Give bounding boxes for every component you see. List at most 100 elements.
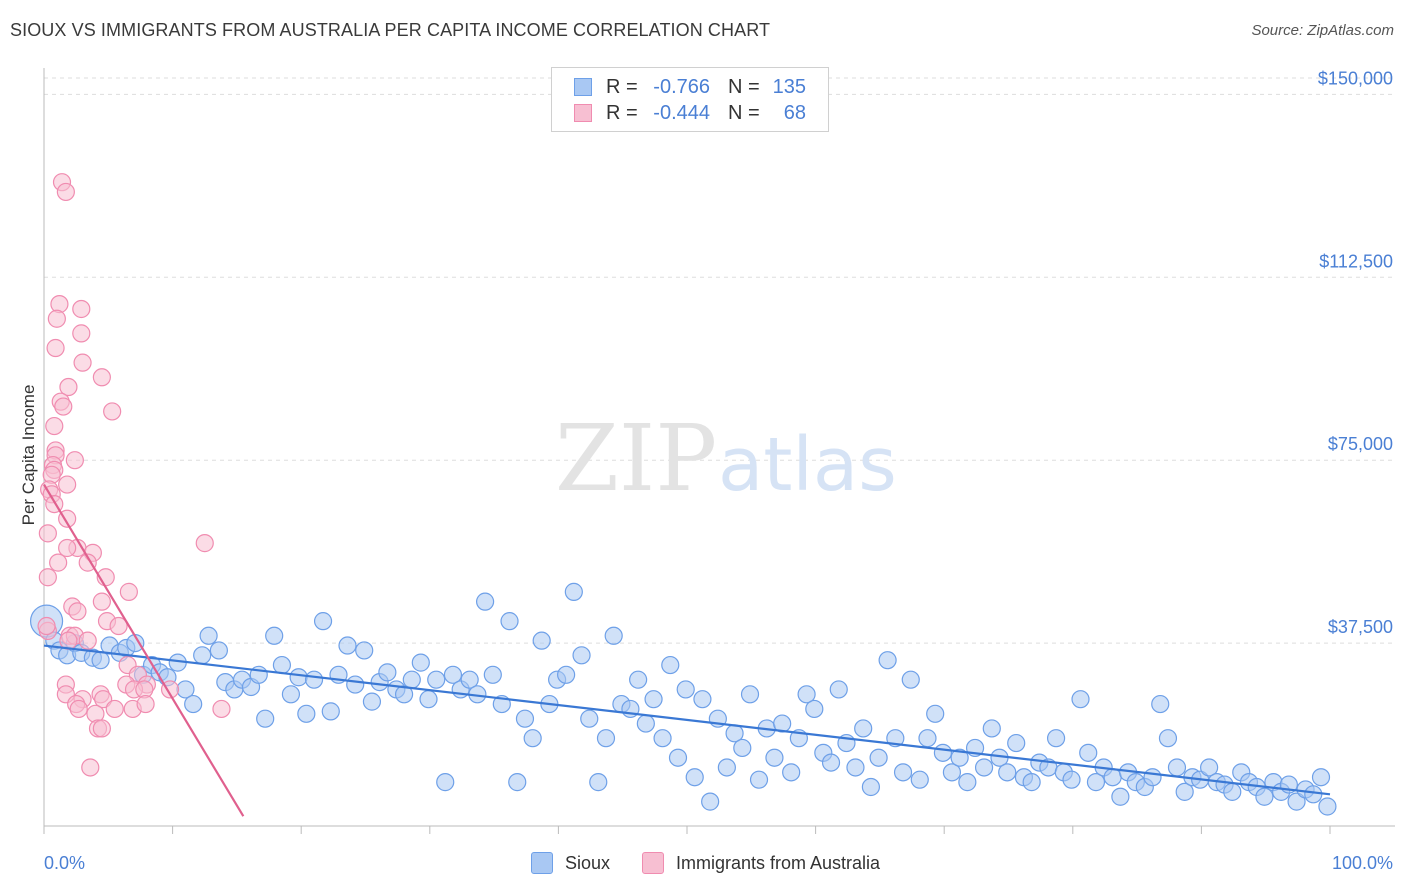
australia-point [72, 324, 91, 343]
sioux-point [1304, 785, 1323, 804]
australia-point [54, 397, 73, 416]
sioux-point [861, 777, 880, 797]
x-tick-label: 100.0% [1332, 853, 1393, 873]
sioux-point [661, 655, 680, 675]
sioux-point [893, 763, 913, 782]
legend-r-value: -0.766 [653, 75, 710, 98]
sioux-point [653, 729, 672, 748]
sioux-point [1318, 797, 1337, 816]
grid-lines [44, 77, 1395, 644]
sioux-point [717, 758, 736, 777]
australia-point [78, 553, 97, 572]
sioux-point [508, 773, 527, 792]
sioux-point [918, 729, 937, 748]
legend-row-sioux: R = -0.766 N = 135 [574, 74, 806, 100]
sioux-point [199, 626, 218, 645]
legend-n-label: N = [728, 75, 760, 98]
sioux-point [797, 685, 816, 704]
sioux-point [773, 714, 792, 733]
legend-item-sioux[interactable]: Sioux [531, 852, 610, 874]
legend-label-sioux: Sioux [565, 852, 611, 873]
sioux-point [805, 699, 824, 719]
legend-r-label: R = [606, 75, 638, 98]
sioux-point [580, 709, 599, 728]
sioux-point [355, 641, 374, 660]
trend-lines [43, 484, 1331, 817]
australia-point [59, 377, 78, 397]
sioux-point [1046, 729, 1066, 748]
sioux-point [572, 646, 591, 665]
sioux-point [564, 582, 583, 601]
sioux-point [854, 719, 873, 738]
australia-point [136, 694, 155, 714]
australia-point [45, 416, 64, 436]
legend-swatch-sioux [574, 78, 592, 96]
sioux-point [733, 738, 752, 758]
sioux-point [596, 729, 616, 748]
y-tick-label: $37,500 [1328, 617, 1393, 637]
sioux-point [644, 690, 663, 709]
legend-n-value: 68 [783, 101, 806, 124]
sioux-point [821, 753, 841, 772]
sioux-point [411, 653, 430, 672]
sioux-point [901, 670, 920, 689]
sioux-point [475, 592, 495, 611]
sioux-point [304, 670, 324, 689]
sioux-point [523, 729, 542, 748]
sioux-point [1167, 758, 1187, 777]
sioux-point [1311, 768, 1331, 787]
sioux-point [982, 719, 1001, 738]
sioux-point [427, 670, 446, 689]
y-tick-label: $112,500 [1319, 251, 1393, 271]
sioux-point [685, 768, 704, 787]
australia-point [37, 616, 56, 636]
australia-point [94, 690, 113, 709]
australia-point [195, 534, 214, 553]
sioux-point [289, 668, 308, 687]
australia-point [56, 182, 75, 202]
sioux-point [693, 690, 712, 709]
sioux-point [829, 680, 848, 699]
sioux-point [256, 709, 275, 728]
sioux-point [1086, 773, 1106, 792]
chart-title: SIOUX VS IMMIGRANTS FROM AUSTRALIA PER C… [10, 20, 771, 40]
sioux-trend-line [43, 644, 1331, 796]
australia-point [65, 451, 84, 470]
series-legend: Sioux Immigrants from Australia [0, 852, 1406, 878]
australia-point [69, 699, 88, 719]
axes [43, 68, 1395, 834]
sioux-point [1022, 773, 1041, 792]
sioux-point [668, 748, 688, 767]
australia-point [92, 592, 111, 611]
australia-point [92, 719, 111, 738]
sioux-point [557, 665, 576, 684]
australia-point [47, 309, 66, 328]
sioux-point [1071, 690, 1090, 709]
australia-point [103, 402, 122, 421]
australia-point [78, 631, 97, 650]
legend-n-value: 135 [772, 75, 806, 98]
australia-point [46, 338, 65, 358]
sioux-point [846, 758, 865, 777]
sioux-point [184, 694, 203, 714]
sioux-point [436, 773, 455, 792]
sioux-point [878, 651, 897, 670]
sioux-point [942, 763, 962, 782]
legend-swatch-sioux [531, 852, 553, 874]
sioux-point [958, 773, 977, 792]
legend-item-australia[interactable]: Immigrants from Australia [642, 852, 880, 874]
australia-point [92, 368, 111, 387]
sioux-point [629, 670, 648, 689]
sioux-point [604, 626, 623, 645]
sioux-point [869, 748, 888, 767]
legend-r-label: R = [606, 101, 638, 124]
australia-point [58, 475, 77, 494]
legend-label-australia: Immigrants from Australia [676, 852, 881, 873]
x-tick-label: 0.0% [44, 853, 85, 873]
sioux-point [378, 663, 397, 682]
y-axis-label: Per Capita Income [19, 385, 38, 526]
australia-point [38, 568, 57, 587]
sioux-point [338, 636, 357, 655]
sioux-point [297, 704, 316, 723]
